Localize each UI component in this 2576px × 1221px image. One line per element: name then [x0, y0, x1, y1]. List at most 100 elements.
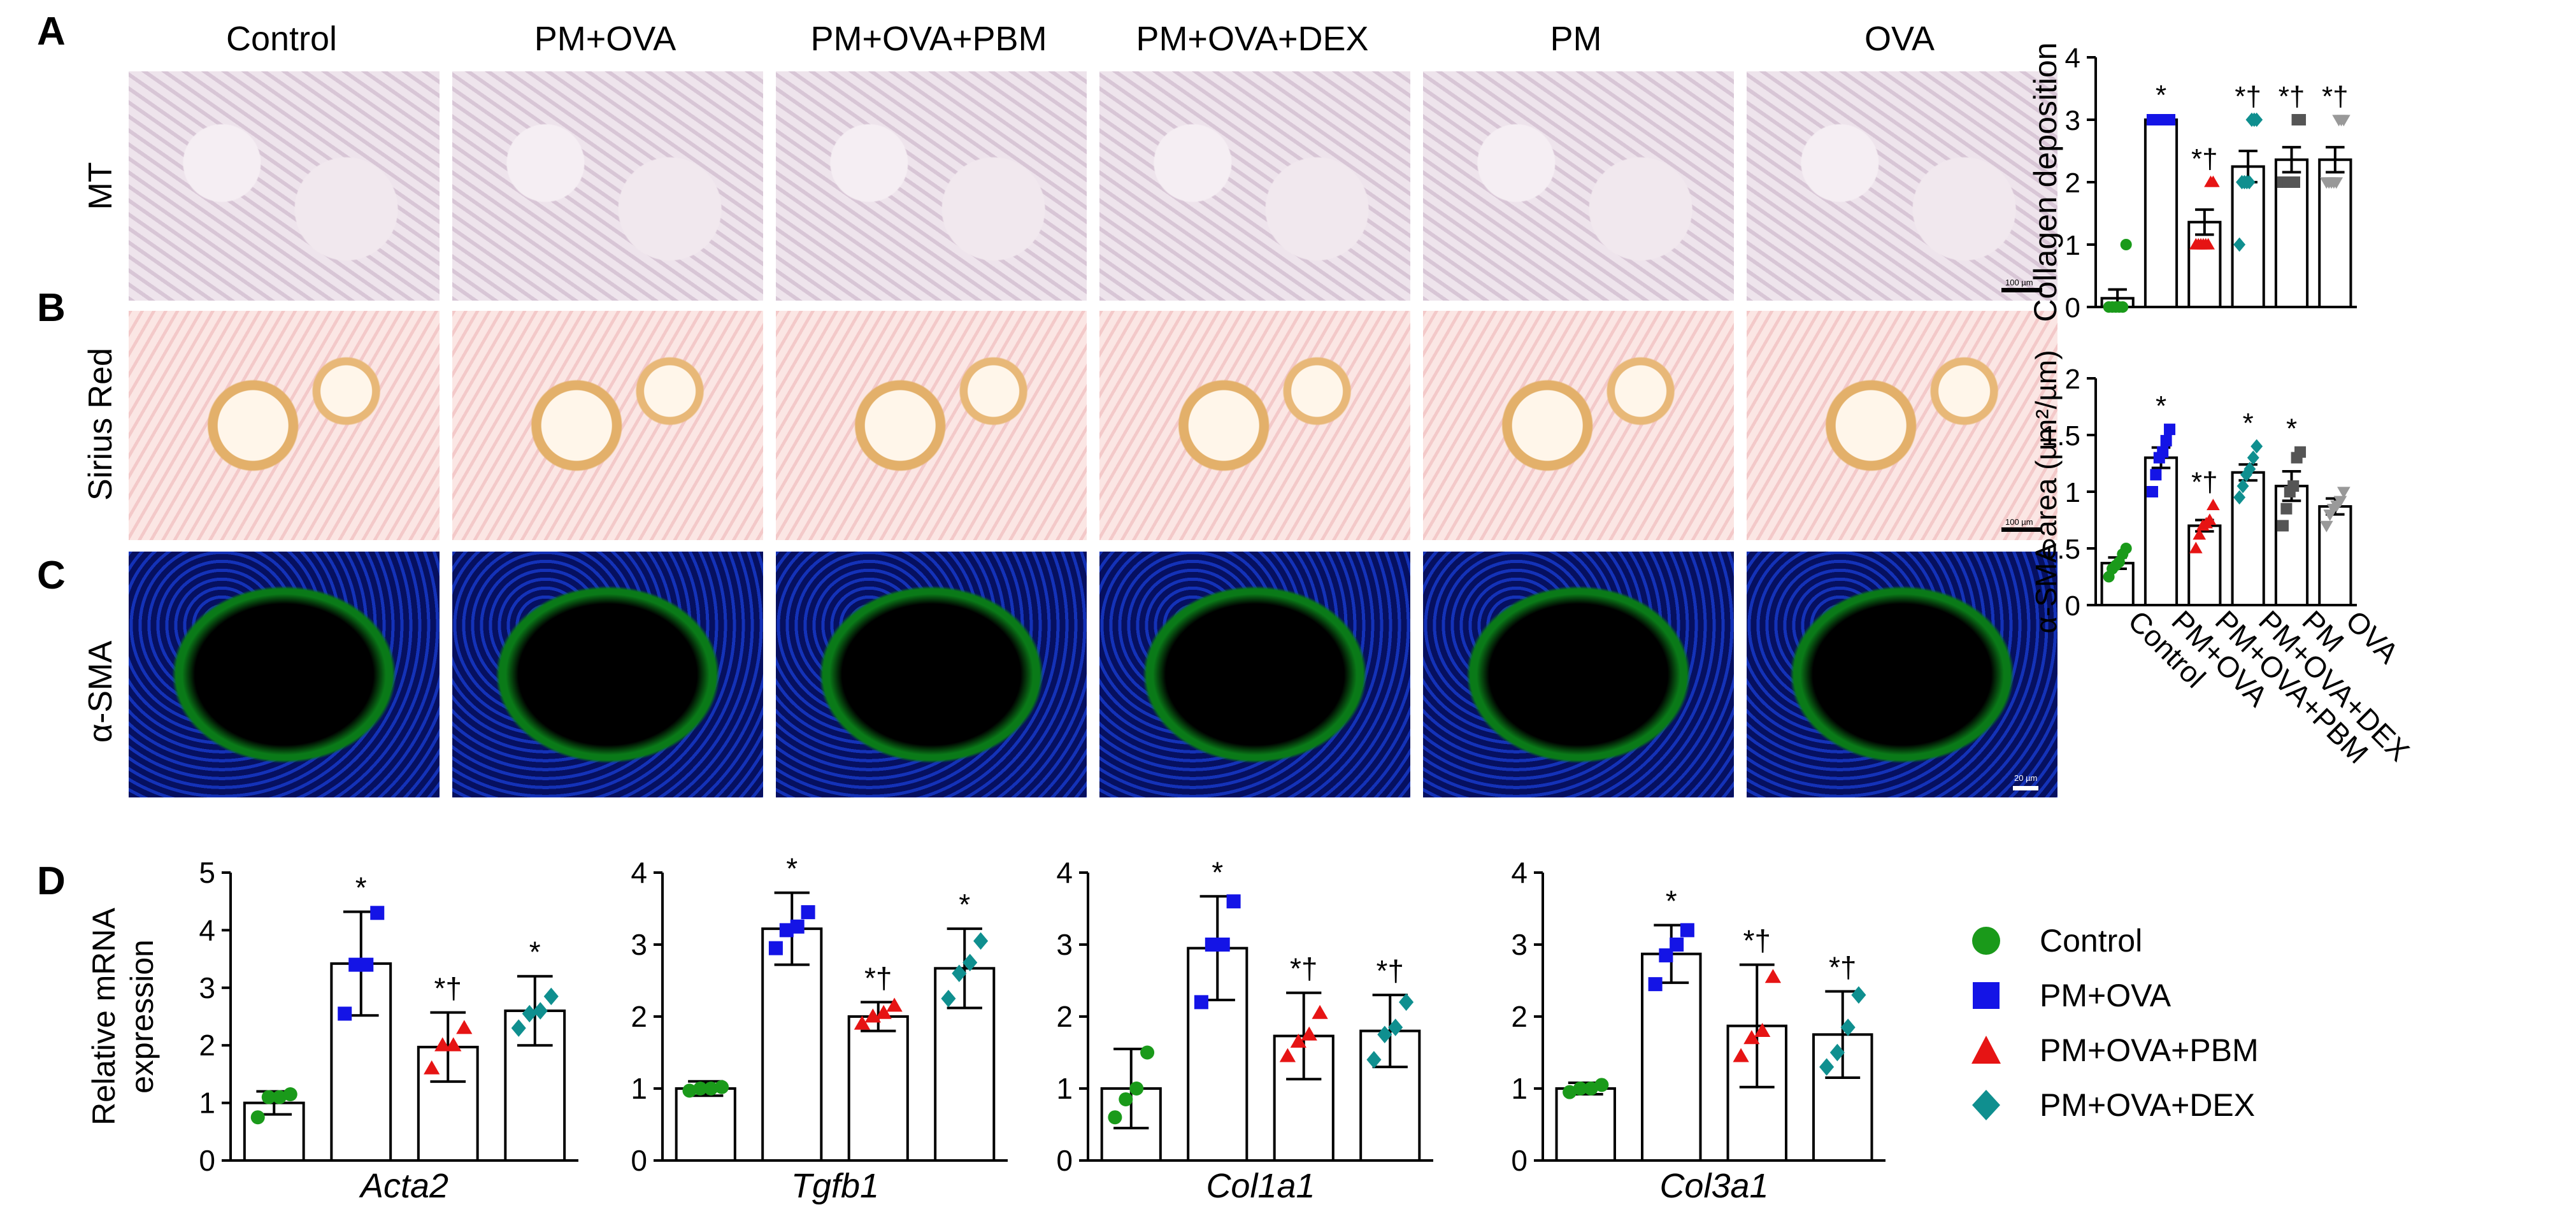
collagen-data-point	[2201, 238, 2215, 250]
scale-bar-mt	[2001, 288, 2042, 292]
sma-data-point	[2146, 486, 2158, 497]
acta2-y-tick-label: 3	[199, 971, 215, 1004]
column-label-ova: OVA	[1864, 20, 1935, 58]
col1a1-data-point	[1205, 938, 1219, 952]
sma-y-tick-label: 2	[2065, 364, 2080, 395]
acta2-y-tick-label: 2	[199, 1029, 215, 1062]
sma-significance-label: *	[2286, 413, 2297, 445]
legend-item: PM+OVA+PBM	[1971, 1032, 2259, 1069]
sma-data-point	[2277, 520, 2289, 532]
sma-significance-label: *	[2243, 408, 2254, 439]
sma-significance-label: *	[2156, 390, 2166, 422]
acta2-data-point	[533, 1002, 548, 1020]
diamond-marker-icon	[1972, 1090, 2000, 1120]
mrna-y-axis-label-line1: Relative mRNA	[86, 907, 122, 1125]
sma-data-point	[2337, 487, 2351, 499]
tgfb1-data-point	[693, 1082, 708, 1096]
tgfb1-data-point	[854, 1015, 871, 1030]
col1a1-data-point	[1399, 993, 1414, 1011]
acta2-y-tick-label: 0	[199, 1144, 215, 1177]
tgfb1-data-point	[779, 923, 794, 938]
column-label-pm-ova-dex: PM+OVA+DEX	[1136, 20, 1369, 58]
col3a1-data-point	[1851, 986, 1866, 1004]
sma-data-point	[2203, 513, 2217, 525]
sma-data-point	[2319, 520, 2333, 532]
acta2-data-point	[338, 1006, 352, 1021]
sma-data-point	[2193, 528, 2207, 540]
collagen-data-point	[2294, 114, 2307, 125]
col1a1-data-point	[1279, 1048, 1296, 1062]
col3a1-data-point	[1573, 1082, 1587, 1096]
tgfb1-significance-label: *	[786, 852, 798, 885]
tgfb1-y-tick-label: 4	[631, 856, 647, 889]
col3a1-data-point	[1659, 948, 1673, 962]
col3a1-data-point	[1670, 938, 1684, 952]
panel-letter-d: D	[37, 859, 66, 903]
col3a1-y-tick-label: 4	[1511, 856, 1528, 889]
sma-data-point	[2233, 490, 2246, 505]
col3a1-y-tick-label: 3	[1511, 928, 1528, 961]
acta2-data-point	[456, 1020, 473, 1034]
col3a1-bar	[1555, 1087, 1616, 1162]
col3a1-data-point	[1819, 1058, 1835, 1076]
col3a1-y-tick-label: 2	[1511, 1000, 1528, 1033]
col1a1-data-point	[1140, 1045, 1155, 1060]
triangle-marker-icon	[1971, 1036, 2001, 1064]
collagen-y-tick-label: 1	[2065, 230, 2080, 261]
sma-data-point	[2280, 503, 2293, 515]
col3a1-data-point	[1584, 1082, 1598, 1096]
collagen-bar	[2143, 118, 2179, 308]
legend-item: PM+OVA	[1971, 977, 2171, 1014]
acta2-significance-label: *	[355, 871, 367, 904]
col3a1-data-point	[1764, 969, 1782, 983]
sma-data-point	[2287, 480, 2300, 492]
sma-y-tick-label: 0.5	[2042, 534, 2080, 565]
col3a1-data-point	[1829, 1043, 1845, 1062]
mrna-y-axis-label-line2: expression	[124, 939, 160, 1094]
collagen-significance-label: *†	[2279, 81, 2305, 112]
col3a1-data-point	[1840, 1018, 1856, 1036]
acta2-y-tick-label: 1	[199, 1087, 215, 1120]
col1a1-data-point	[1290, 1033, 1306, 1048]
collagen-significance-label: *†	[2235, 81, 2261, 112]
micrograph-mt-pm-ova-pbm	[776, 71, 1087, 301]
micrograph-alpha-sma-ova	[1747, 552, 2057, 797]
sma-data-point	[2243, 462, 2256, 476]
collagen-y-tick-label: 2	[2065, 168, 2080, 199]
col1a1-x-axis-label: Col1a1	[1206, 1167, 1315, 1205]
micrograph-alpha-sma-pm	[1423, 552, 1734, 797]
column-label-control: Control	[225, 20, 338, 58]
square-marker-icon	[1973, 982, 2000, 1009]
tgfb1-data-point	[715, 1080, 729, 1094]
panel-letter-a: A	[37, 10, 66, 54]
acta2-data-point	[261, 1090, 276, 1104]
tgfb1-x-axis-label: Tgfb1	[791, 1167, 879, 1205]
collagen-significance-label: *†	[2322, 81, 2349, 112]
micrograph-mt-pm-ova	[452, 71, 763, 301]
micrograph-alpha-sma-pm-ova	[452, 552, 763, 797]
tgfb1-y-tick-label: 3	[631, 928, 647, 961]
tgfb1-y-tick-label: 1	[631, 1072, 647, 1105]
col1a1-data-point	[1301, 1026, 1317, 1041]
sma-data-point	[2333, 496, 2347, 508]
legend-label: PM+OVA+DEX	[2040, 1087, 2256, 1123]
acta2-data-point	[522, 1004, 537, 1023]
col1a1-data-point	[1215, 938, 1230, 952]
collagen-bar	[2231, 165, 2265, 308]
tgfb1-y-tick-label: 2	[631, 1000, 647, 1033]
tgfb1-data-point	[682, 1083, 697, 1098]
col1a1-significance-label: *	[1212, 855, 1223, 889]
col1a1-y-tick-label: 4	[1056, 856, 1073, 889]
collagen-data-point	[2289, 176, 2301, 188]
sma-y-tick-label: 1	[2065, 477, 2080, 508]
col3a1-significance-label: *†	[1829, 950, 1856, 983]
sma-data-point	[2247, 450, 2259, 465]
tgfb1-significance-label: *†	[864, 961, 892, 994]
collagen-data-point	[2207, 175, 2220, 187]
col1a1-y-tick-label: 2	[1056, 1000, 1073, 1033]
collagen-significance-label: *†	[2191, 143, 2218, 175]
tgfb1-data-point	[704, 1082, 719, 1096]
tgfb1-data-point	[973, 932, 989, 950]
scale-bar-sirius	[2001, 527, 2042, 532]
